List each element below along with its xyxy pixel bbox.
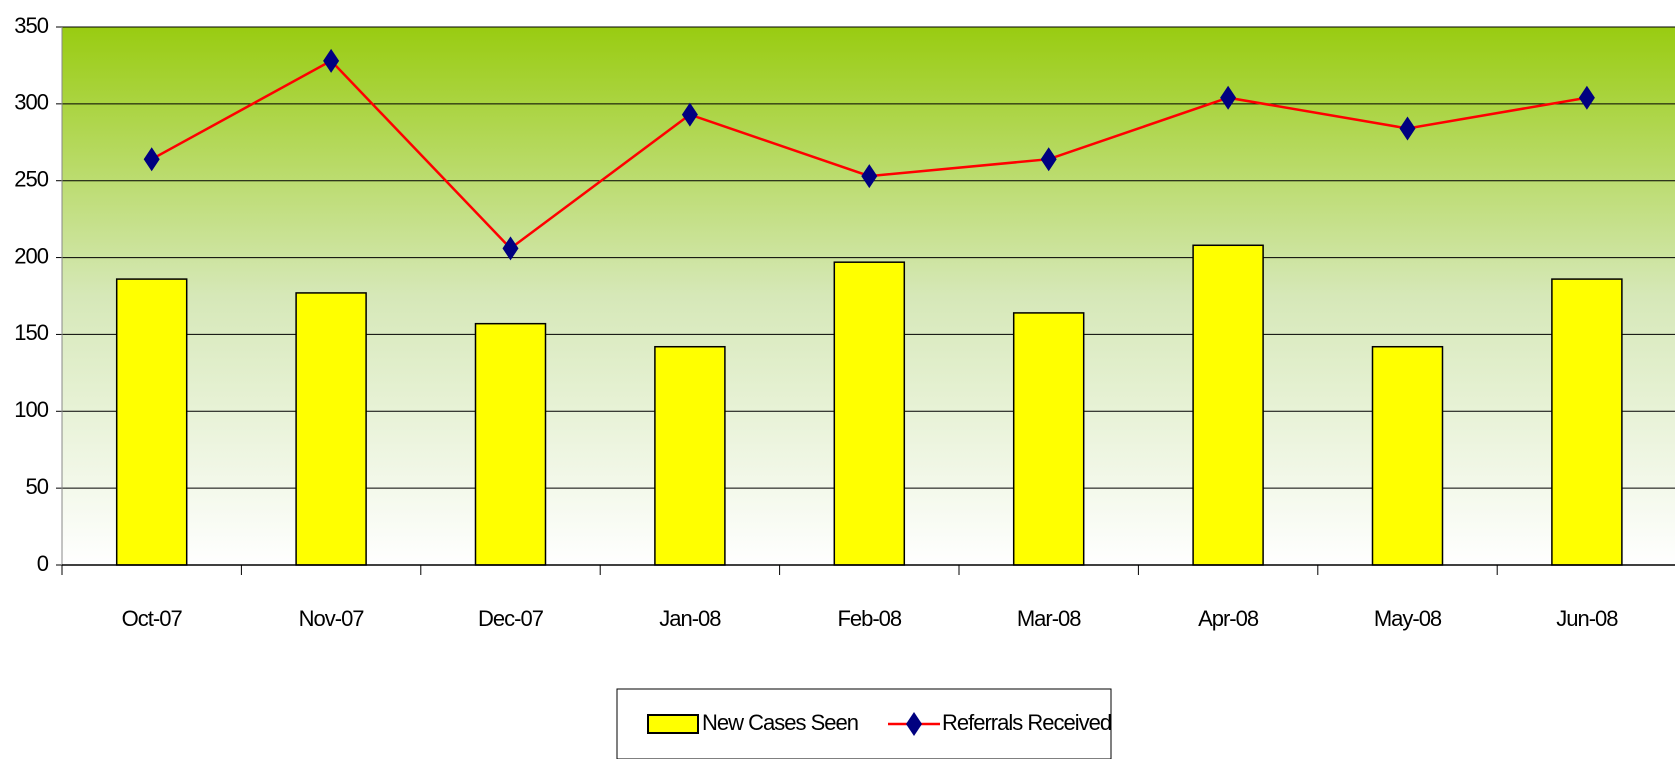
x-tick-label: Mar-08 — [1017, 606, 1081, 631]
y-tick-label: 150 — [14, 320, 48, 345]
x-tick-label: Jun-08 — [1556, 606, 1618, 631]
marker — [323, 48, 340, 73]
x-tick-label: May-08 — [1374, 606, 1442, 631]
x-tick-label: Dec-07 — [478, 606, 544, 631]
marker — [1578, 85, 1595, 110]
marker — [1220, 85, 1237, 110]
legend-label: Referrals Received — [942, 710, 1111, 735]
y-tick-label: 50 — [26, 474, 49, 499]
legend-swatch — [647, 714, 699, 734]
bar — [115, 278, 188, 566]
bar — [1371, 345, 1444, 566]
bar — [833, 261, 906, 566]
y-tick-label: 350 — [14, 13, 48, 38]
x-tick-label: Feb-08 — [837, 606, 901, 631]
y-tick-label: 250 — [14, 167, 48, 192]
y-tick-label: 100 — [14, 397, 48, 422]
y-tick-label: 300 — [14, 90, 48, 115]
bar — [295, 292, 367, 566]
legend — [616, 688, 1112, 759]
x-tick-label: Nov-07 — [299, 606, 365, 631]
x-tick-label: Jan-08 — [659, 606, 721, 631]
marker — [502, 236, 519, 261]
bar — [654, 345, 726, 566]
marker — [1040, 147, 1057, 172]
x-tick-label: Oct-07 — [122, 606, 183, 631]
bar — [1012, 312, 1085, 566]
bar — [474, 322, 547, 566]
marker — [1399, 116, 1416, 141]
marker — [681, 102, 698, 127]
x-tick-label: Apr-08 — [1198, 606, 1259, 631]
bar — [1192, 244, 1264, 566]
marker — [861, 164, 878, 189]
marker — [143, 147, 160, 172]
legend-marker — [906, 712, 922, 736]
bar — [1551, 278, 1623, 566]
y-tick-label: 200 — [14, 243, 48, 268]
y-tick-label: 0 — [37, 551, 49, 576]
legend-label: New Cases Seen — [702, 710, 858, 735]
